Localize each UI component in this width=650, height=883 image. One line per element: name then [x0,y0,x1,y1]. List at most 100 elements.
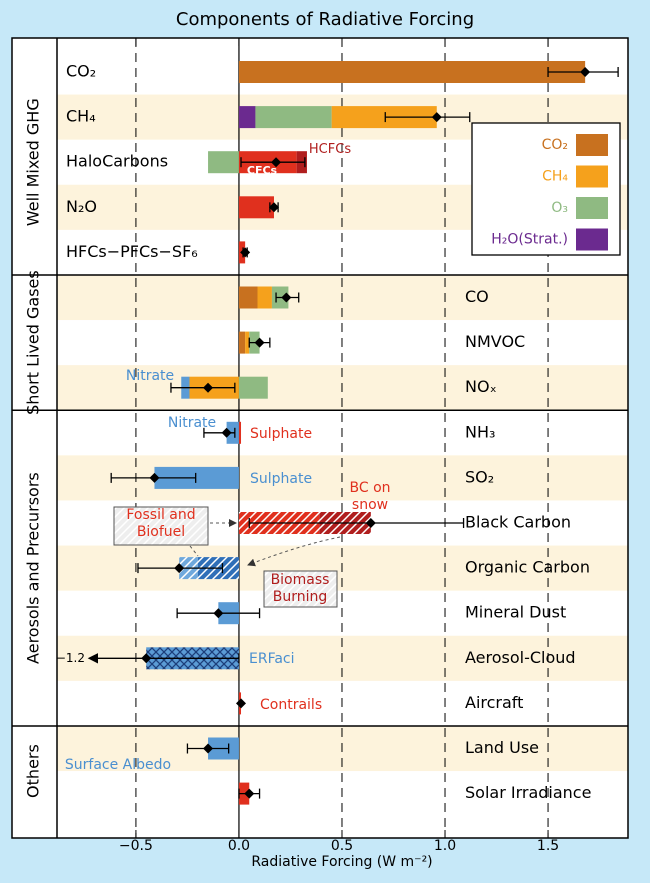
group-label: Others [24,744,43,798]
row-label: NMVOC [465,332,525,351]
annotation: Sulphate [250,426,312,442]
annotation-line: HCFCs [309,142,351,157]
row-label: NH₃ [465,422,495,441]
x-axis-label: Radiative Forcing (W m⁻²) [251,854,432,870]
legend-label: O₃ [551,200,568,216]
annotation-line: Fossil and [126,507,195,523]
legend-label: CO₂ [542,137,568,153]
callout-arrow [247,536,341,567]
row-label: NOₓ [465,377,497,396]
total-marker [240,247,251,258]
row-label: SO₂ [465,467,494,486]
total-marker [365,518,376,528]
arrow-head [89,654,97,663]
legend-swatch [576,134,608,156]
legend-label: CH₄ [542,169,568,185]
total-marker [268,202,279,213]
annotation: Nitrate [168,415,216,431]
row-label: Land Use [465,738,539,757]
row-label: Organic Carbon [465,558,590,577]
annotation-line: Burning [273,589,328,605]
annotation-line: Nitrate [126,368,174,384]
bar-segment [238,331,246,354]
group-label: Short Lived Gases [24,270,43,415]
total-marker [141,653,152,664]
total-marker [203,382,214,393]
row-label: HFCs−PFCs−SF₆ [66,242,198,261]
legend-label: H₂O(Strat.) [491,232,568,248]
total-marker [244,788,255,799]
legend-swatch [576,165,608,188]
total-marker [236,698,247,709]
total-marker [174,563,185,574]
annotation-line: Biofuel [137,524,185,540]
x-tick-label: −0.5 [119,838,153,854]
bar-segment [238,421,242,444]
total-marker [221,427,232,438]
chart-title: Components of Radiative Forcing [176,9,474,30]
callout-arrow [189,545,199,557]
row-label: N₂O [66,197,97,216]
bar-segment [238,286,258,309]
annotation: Nitrate [126,368,174,384]
annotation: ERFaci [249,651,295,667]
x-tick-label: 1.5 [537,838,559,854]
group-label: Well Mixed GHG [24,98,43,226]
bar-segment [238,196,274,219]
annotation-box-hatch [263,570,338,608]
bar-segment [154,466,239,489]
row-band [57,725,628,772]
annotation: HCFCs [309,142,351,157]
x-tick-label: 0.5 [331,838,353,854]
total-marker [271,157,282,168]
row-label: CO₂ [66,62,96,81]
annotation: Fossil and Biofuel [126,507,195,540]
row-label: Black Carbon [465,513,571,532]
annotation: Surface Albedo [65,757,171,773]
annotation-line: Contrails [260,697,322,713]
annotation-line: Sulphate [250,426,312,442]
row-label: CO [465,287,489,306]
annotation-line: Surface Albedo [65,757,171,773]
annotation-box-hatch [113,506,209,546]
annotation-line: Sulphate [250,471,312,487]
bar-segment [255,106,332,129]
plot-frame [11,37,629,839]
bar-segment [238,61,586,83]
legend-swatch [576,228,608,251]
annotation-line: snow [352,497,388,513]
annotation-line: ERFaci [249,651,295,667]
total-marker [580,67,591,77]
annotation: CFCs [247,164,278,177]
bar-segment [238,376,268,399]
bar-segment [245,331,250,354]
total-marker [431,112,442,123]
low-label: −1.2 [56,651,85,665]
row-label: Solar Irradiance [465,783,591,802]
bar-segment [208,151,239,174]
annotation: Sulphate [250,471,312,487]
total-marker [281,292,292,303]
row-label: Aerosol-Cloud [465,648,576,667]
total-marker [213,608,224,619]
annotation-line: Biomass [271,572,330,588]
x-tick-label: 1.0 [434,838,456,854]
row-band [57,274,628,321]
row-label: Mineral Dust [465,603,566,622]
bar-segment [331,106,437,129]
annotation-box [113,506,209,546]
total-marker [203,743,214,754]
total-marker [149,472,160,483]
row-band [57,365,628,411]
annotation: Biomass Burning [271,572,330,605]
annotation-line: CFCs [247,164,278,177]
x-tick-label: 0.0 [228,838,250,854]
bar-segment [238,106,256,129]
row-label: HaloCarbons [66,152,168,171]
annotation-line: BC on [349,480,390,496]
annotation: Contrails [260,697,322,713]
annotation-line: Nitrate [168,415,216,431]
total-marker [254,337,265,348]
